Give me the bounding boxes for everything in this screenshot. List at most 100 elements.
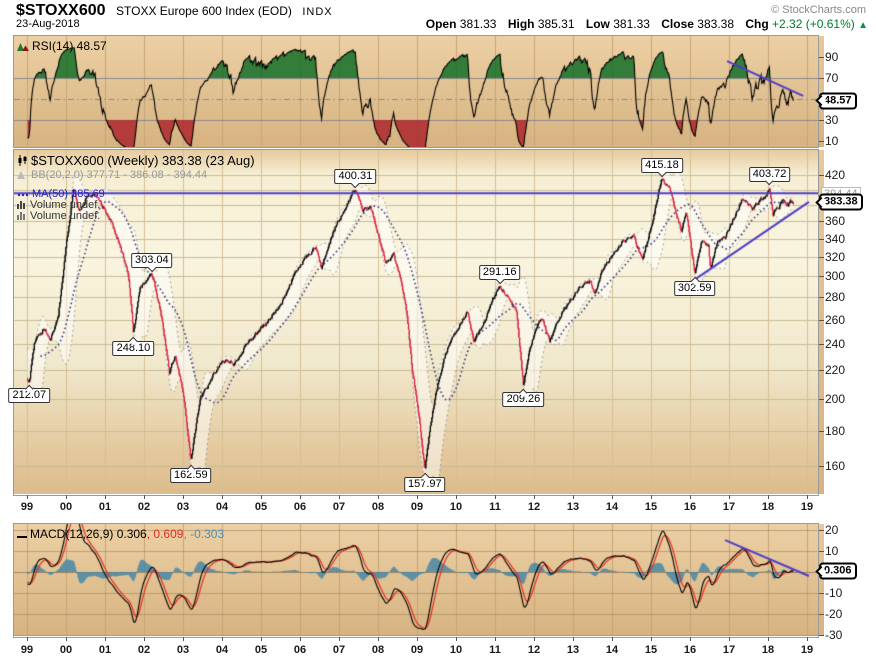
y-axis-tick: 420	[825, 168, 846, 182]
x-axis-label: 06	[293, 644, 307, 656]
y-axis-tickmark	[819, 141, 824, 142]
x-axis-label: 02	[137, 501, 151, 513]
close-label: Close	[661, 17, 694, 31]
y-axis-tick: -10	[825, 586, 843, 600]
y-axis-tickmark	[819, 466, 824, 467]
x-axis-label: 16	[683, 644, 697, 656]
rsi-panel	[13, 35, 819, 148]
close-value: 383.38	[697, 17, 734, 31]
price-annotation: 303.04	[130, 253, 173, 269]
price-annotation: 403.72	[748, 166, 791, 182]
x-axis-tickmark	[378, 495, 379, 499]
x-axis-label: 04	[215, 644, 229, 656]
volume-bars-icon	[17, 200, 27, 212]
price-annotation: 157.97	[403, 476, 446, 492]
price-annotation: 209.26	[502, 392, 545, 408]
x-axis-tickmark	[417, 637, 418, 641]
x-axis-label: 14	[605, 501, 619, 513]
chart-date: 23-Aug-2018	[16, 18, 80, 30]
x-axis-label: 15	[644, 501, 658, 513]
x-axis-tickmark	[105, 495, 106, 499]
x-axis-tickmark	[729, 637, 730, 641]
open-label: Open	[425, 17, 457, 31]
price-legend-text: $STOXX600 (Weekly) 383.38 (23 Aug)	[31, 153, 255, 168]
y-axis-tickmark	[819, 257, 824, 258]
y-axis-tick: 20	[825, 523, 839, 537]
x-axis-label: 05	[254, 644, 268, 656]
rsi-legend: RSI(14) 48.57	[17, 39, 107, 54]
x-axis-tickmark	[183, 495, 184, 499]
x-axis-label: 06	[293, 501, 307, 513]
x-axis-tickmark	[807, 495, 808, 499]
x-axis-label: 12	[527, 644, 541, 656]
x-axis-label: 00	[59, 501, 73, 513]
x-axis-tickmark	[417, 495, 418, 499]
open-value: 381.33	[459, 17, 497, 31]
price-chart-canvas	[14, 150, 818, 494]
x-axis-label: 13	[566, 501, 580, 513]
y-axis-tick: 70	[825, 71, 839, 85]
volume-bars-icon	[17, 211, 27, 223]
high-value: 385.31	[537, 17, 575, 31]
y-axis-tickmark	[819, 297, 824, 298]
x-axis-label: 12	[527, 501, 541, 513]
y-axis-tickmark	[819, 431, 824, 432]
chg-label: Chg	[745, 17, 769, 31]
y-axis-tickmark	[819, 551, 824, 552]
y-axis-tick: -20	[825, 607, 843, 621]
y-axis-tick: -30	[825, 628, 843, 642]
x-axis-label: 17	[722, 501, 736, 513]
price-annotation: 212.07	[8, 388, 51, 404]
x-axis-label: 17	[722, 644, 736, 656]
y-axis-tick: 340	[825, 232, 846, 246]
ohlc-readout: Open 381.33 High 385.31 Low 381.33 Close…	[418, 17, 868, 31]
y-axis-tickmark	[819, 120, 824, 121]
rsi-chart-canvas	[14, 36, 818, 147]
y-axis-tick: 200	[825, 392, 846, 406]
x-axis-tickmark	[261, 637, 262, 641]
line-icon	[17, 528, 27, 542]
x-axis-label: 15	[644, 644, 658, 656]
x-axis-tickmark	[300, 495, 301, 499]
y-axis-tick: 260	[825, 313, 846, 327]
x-axis-label: 99	[20, 644, 34, 656]
price-annotation: 248.10	[112, 340, 155, 356]
chg-value: +2.32 (+0.61%)	[772, 17, 855, 31]
x-axis-tickmark	[222, 495, 223, 499]
x-axis-label: 99	[20, 501, 34, 513]
y-axis-tickmark	[819, 239, 824, 240]
x-axis-label: 11	[489, 644, 501, 656]
symbol-ticker: $STOXX600	[16, 2, 106, 19]
x-axis-tickmark	[612, 637, 613, 641]
x-axis-label: 09	[410, 644, 424, 656]
y-axis-tickmark	[819, 614, 824, 615]
macd-value-callout: 0.306	[819, 562, 857, 580]
y-axis-tick: 360	[825, 214, 846, 228]
x-axis-tickmark	[534, 637, 535, 641]
x-axis-label: 01	[98, 501, 112, 513]
x-axis-tickmark	[378, 637, 379, 641]
macd-legend-signal: , 0.609	[146, 527, 184, 541]
macd-legend: MACD(12,26,9) 0.306, 0.609, -0.303	[17, 527, 224, 542]
up-arrow-icon: ▲	[858, 20, 868, 31]
x-axis-tickmark	[456, 495, 457, 499]
y-axis-tickmark	[819, 635, 824, 636]
x-axis-label: 04	[215, 501, 229, 513]
volume-legend-1: Volume undef.	[17, 199, 100, 212]
x-axis-tickmark	[456, 637, 457, 641]
x-axis-tickmark	[339, 495, 340, 499]
price-value-callout: 383.38	[819, 193, 863, 211]
y-axis-tick: 280	[825, 290, 846, 304]
x-axis-label: 18	[761, 644, 775, 656]
x-axis-tickmark	[768, 495, 769, 499]
y-axis-tick: 30	[825, 113, 839, 127]
ma-legend-text: MA(50) 385.69	[32, 188, 105, 200]
candlestick-icon	[17, 154, 28, 169]
x-axis-tickmark	[261, 495, 262, 499]
x-axis-label: 07	[332, 644, 346, 656]
x-axis-tickmark	[66, 637, 67, 641]
x-axis-label: 03	[176, 644, 190, 656]
x-axis-tickmark	[144, 637, 145, 641]
chart-title: $STOXX600 STOXX Europe 600 Index (EOD) I…	[16, 2, 333, 20]
volume-legend-2: Volume undef.	[17, 210, 100, 223]
